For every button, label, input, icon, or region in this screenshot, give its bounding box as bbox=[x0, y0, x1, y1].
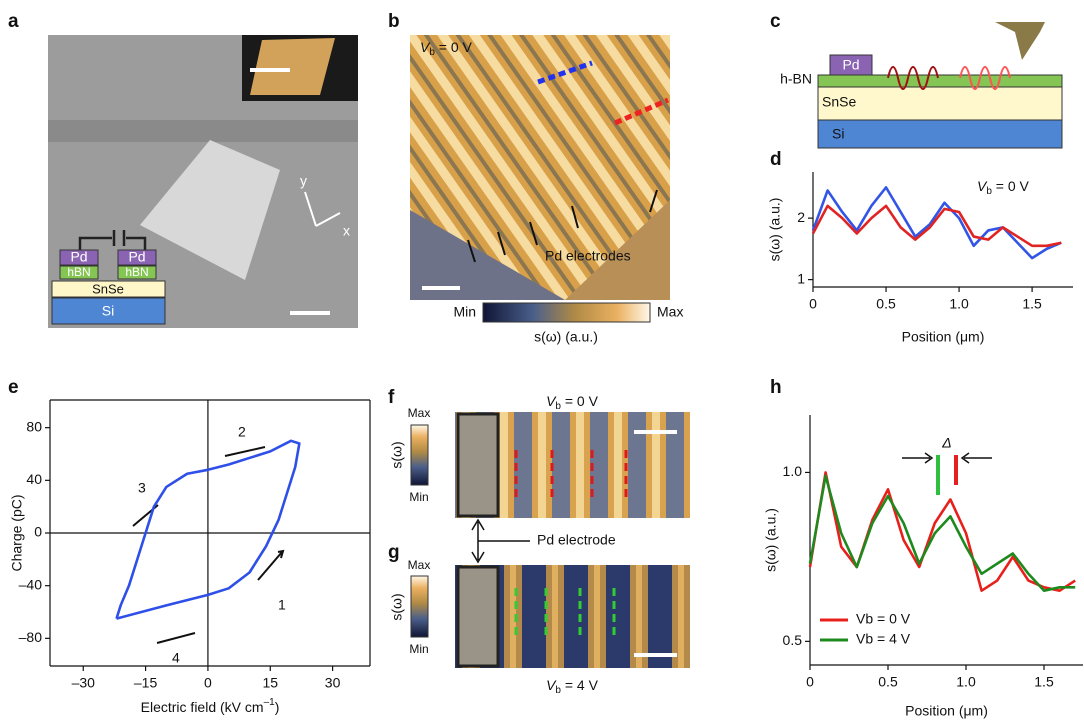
y-axis-label: s(ω) (a.u.) bbox=[763, 508, 779, 572]
colorbar-min: Min bbox=[453, 304, 476, 320]
x-tick-label: 1.0 bbox=[956, 674, 976, 690]
panel-label: b bbox=[388, 11, 400, 32]
x-tick-label: 1.0 bbox=[949, 296, 969, 312]
layer-label: Si bbox=[832, 126, 844, 142]
superscript: –1 bbox=[264, 697, 276, 708]
text: = 4 V bbox=[561, 677, 599, 693]
step-label: 2 bbox=[238, 424, 246, 440]
layer-label: h-BN bbox=[780, 71, 812, 87]
x-tick-label: 1.5 bbox=[1022, 296, 1042, 312]
layer-label: SnSe bbox=[92, 281, 124, 296]
colorbar bbox=[483, 303, 650, 322]
legend-label: Vb = 0 V bbox=[856, 611, 911, 627]
layer-label: SnSe bbox=[822, 94, 856, 110]
y-axis-label: s(ω) (a.u.) bbox=[767, 198, 783, 262]
electrode-label: Pd electrode bbox=[537, 532, 616, 548]
bias-label: Vb = 0 V bbox=[546, 393, 599, 412]
text: = 0 V bbox=[992, 178, 1030, 194]
electrode bbox=[458, 567, 498, 666]
axis-label: x bbox=[343, 223, 350, 239]
pointer bbox=[472, 520, 530, 562]
hbn bbox=[818, 75, 1062, 87]
panel-label: h bbox=[770, 377, 782, 398]
colorbar-label: s(ω) bbox=[389, 593, 405, 620]
step-label: 4 bbox=[172, 650, 180, 666]
data-line bbox=[810, 476, 1075, 591]
si bbox=[818, 120, 1062, 148]
colorbar-label: s(ω) (a.u.) bbox=[534, 329, 598, 345]
layer-label: Pd bbox=[128, 249, 145, 265]
panel-label: d bbox=[770, 149, 782, 170]
data-line bbox=[810, 472, 1075, 590]
text: ) bbox=[275, 699, 280, 715]
text: = 0 V bbox=[561, 393, 599, 409]
y-tick-label: 1.0 bbox=[783, 463, 803, 479]
x-axis-label: Electric field (kV cm–1) bbox=[141, 697, 280, 715]
inset-flake bbox=[250, 38, 335, 95]
x-tick-label: 0.5 bbox=[876, 296, 896, 312]
layer-label: Pd bbox=[842, 57, 859, 73]
colorbar-label: s(ω) bbox=[389, 441, 405, 468]
x-tick-label: –30 bbox=[72, 675, 96, 691]
panel-label: c bbox=[770, 11, 781, 32]
colorbar bbox=[411, 425, 428, 485]
panel-g: Max Min s(ω) Vb = 4 V Pd electrode bbox=[389, 520, 690, 696]
x-axis-label: Position (μm) bbox=[905, 703, 988, 719]
colorbar-max: Max bbox=[657, 304, 683, 320]
x-tick-label: 15 bbox=[262, 675, 278, 691]
colorbar bbox=[411, 576, 428, 637]
y-tick-label: 0.5 bbox=[783, 632, 803, 648]
layer-label: Pd bbox=[70, 249, 87, 265]
x-tick-label: 1.5 bbox=[1034, 674, 1054, 690]
colorbar-max: Max bbox=[408, 406, 431, 420]
figure: a b c d e f g h y x Pd Pd hBN hBN SnSe S… bbox=[0, 0, 1084, 720]
tip bbox=[995, 22, 1045, 60]
text: Electric field (kV cm bbox=[141, 699, 264, 715]
x-tick-label: 0 bbox=[204, 675, 212, 691]
legend-label: Vb = 4 V bbox=[856, 631, 911, 647]
y-tick-label: 1 bbox=[797, 270, 805, 286]
layer-label: hBN bbox=[125, 265, 148, 279]
panel-label: a bbox=[8, 11, 19, 32]
layer-label: Si bbox=[102, 303, 114, 319]
colorbar-min: Min bbox=[409, 490, 428, 504]
panel-label: f bbox=[388, 387, 395, 408]
panel-c: Pd h-BN SnSe Si bbox=[780, 22, 1062, 148]
colorbar-max: Max bbox=[408, 558, 431, 572]
panel-f: Max Min s(ω) Vb = 0 V bbox=[389, 393, 690, 518]
electrode-band bbox=[48, 120, 358, 142]
panel-a: y x Pd Pd hBN hBN SnSe Si bbox=[48, 35, 358, 328]
y-axis-label: Charge (pC) bbox=[9, 494, 25, 571]
x-tick-label: 0 bbox=[806, 674, 814, 690]
panel-label: g bbox=[388, 542, 400, 563]
colorbar-min: Min bbox=[409, 642, 428, 656]
bias-label: Vb = 0 V bbox=[977, 178, 1030, 197]
y-tick-label: 0 bbox=[34, 524, 42, 540]
y-tick-label: –80 bbox=[19, 629, 43, 645]
x-tick-label: 0 bbox=[809, 296, 817, 312]
panel-label: e bbox=[8, 377, 19, 398]
text: = 0 V bbox=[435, 39, 473, 55]
electrode-label: Pd electrodes bbox=[545, 248, 631, 264]
layer-label: hBN bbox=[67, 265, 90, 279]
data-line bbox=[813, 187, 1061, 258]
delta-label: Δ bbox=[941, 435, 951, 451]
bias-label: Vb = 4 V bbox=[546, 677, 599, 696]
step-label: 3 bbox=[138, 480, 146, 496]
electrode bbox=[458, 414, 498, 516]
y-tick-label: 2 bbox=[797, 209, 805, 225]
y-tick-label: 40 bbox=[26, 471, 42, 487]
y-tick-label: –40 bbox=[19, 576, 43, 592]
panel-b: Vb = 0 V Pd electrodes Min Max s(ω) (a.u… bbox=[410, 35, 683, 345]
x-axis-label: Position (μm) bbox=[902, 329, 985, 345]
x-tick-label: –15 bbox=[134, 675, 158, 691]
y-tick-label: 80 bbox=[26, 418, 42, 434]
x-tick-label: 0.5 bbox=[878, 674, 898, 690]
x-tick-label: 30 bbox=[325, 675, 341, 691]
step-label: 1 bbox=[278, 597, 286, 613]
axis-label: y bbox=[300, 173, 307, 189]
arrow bbox=[157, 633, 195, 643]
delta-arrows bbox=[902, 453, 992, 463]
